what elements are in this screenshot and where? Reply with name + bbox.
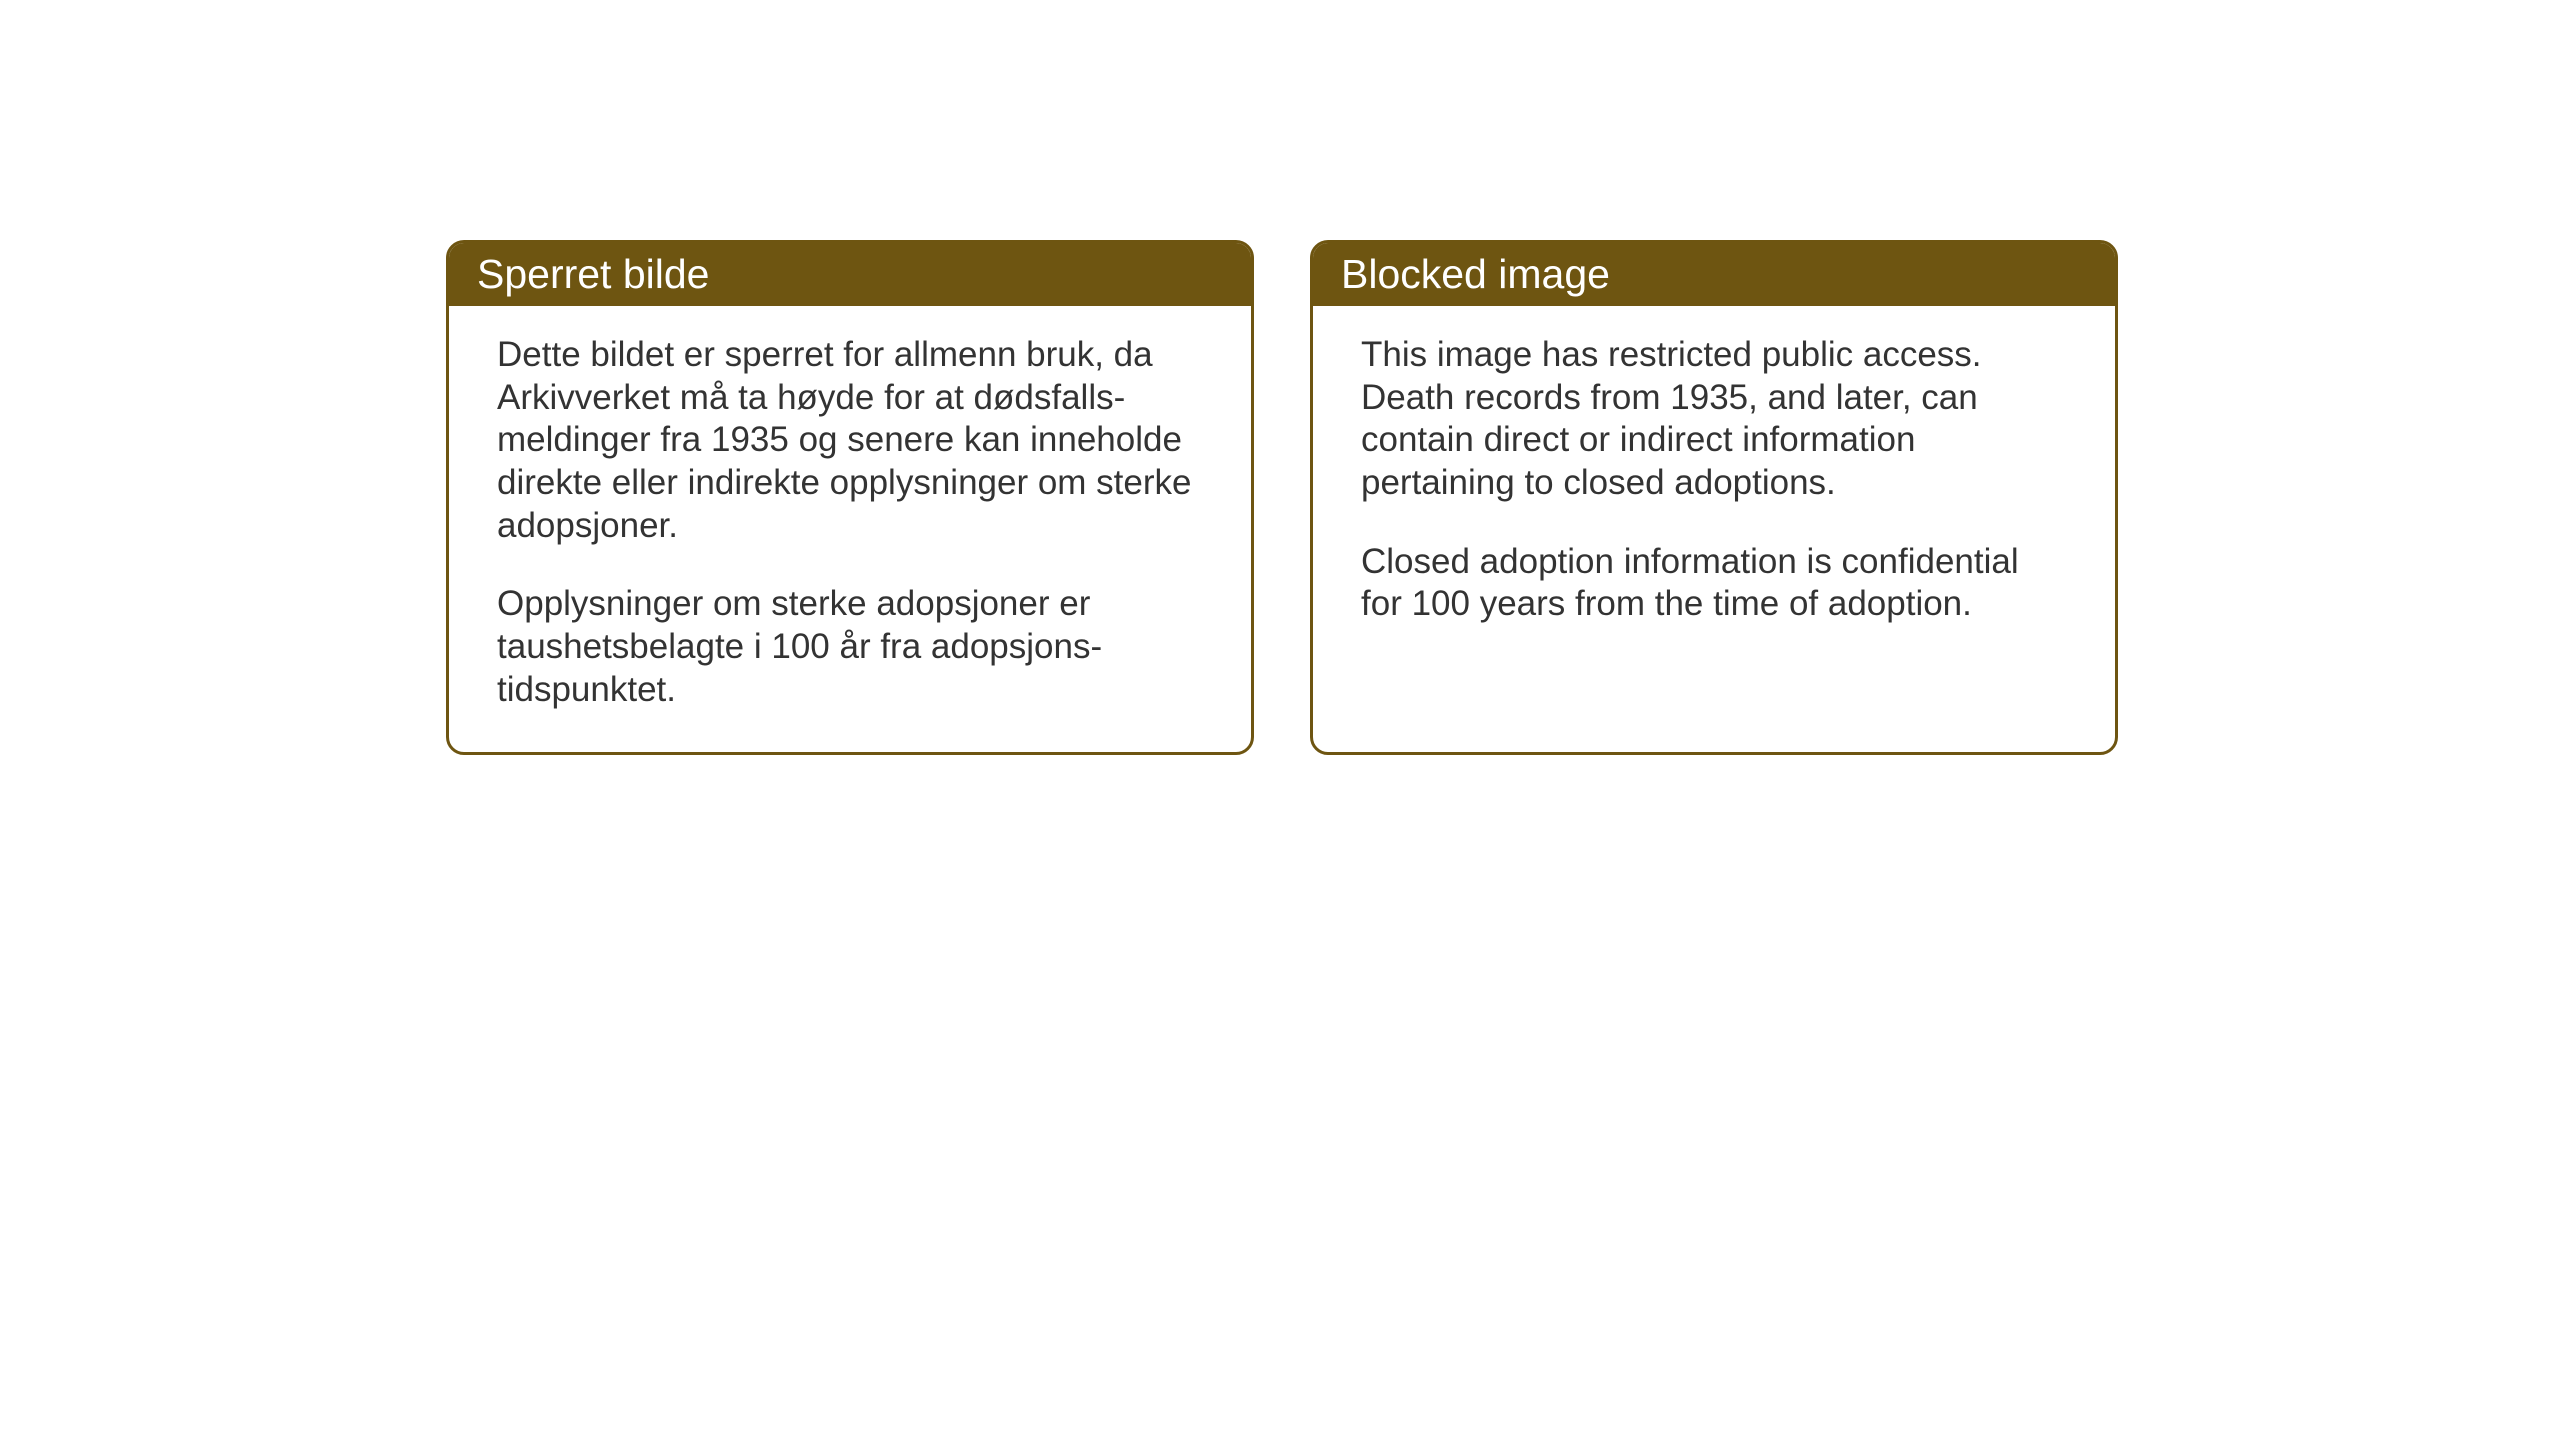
card-paragraph-1-norwegian: Dette bildet er sperret for allmenn bruk…	[497, 334, 1203, 547]
cards-container: Sperret bilde Dette bildet er sperret fo…	[446, 240, 2118, 755]
card-paragraph-2-english: Closed adoption information is confident…	[1361, 541, 2067, 626]
card-header-norwegian: Sperret bilde	[449, 243, 1251, 306]
card-title-norwegian: Sperret bilde	[477, 251, 709, 297]
blocked-image-card-norwegian: Sperret bilde Dette bildet er sperret fo…	[446, 240, 1254, 755]
card-header-english: Blocked image	[1313, 243, 2115, 306]
blocked-image-card-english: Blocked image This image has restricted …	[1310, 240, 2118, 755]
card-paragraph-1-english: This image has restricted public access.…	[1361, 334, 2067, 505]
card-body-english: This image has restricted public access.…	[1313, 306, 2115, 726]
card-paragraph-2-norwegian: Opplysninger om sterke adopsjoner er tau…	[497, 583, 1203, 711]
card-body-norwegian: Dette bildet er sperret for allmenn bruk…	[449, 306, 1251, 752]
card-title-english: Blocked image	[1341, 251, 1610, 297]
